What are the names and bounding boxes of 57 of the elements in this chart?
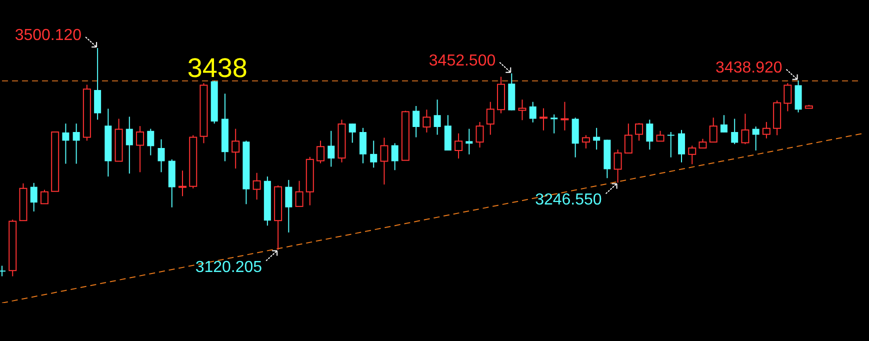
candlestick [678,129,686,163]
candlestick [688,145,696,165]
candlestick [560,101,569,131]
candlestick [539,108,548,131]
annotation: 3438 [187,52,248,83]
candlestick [720,114,728,133]
candlestick [391,142,398,171]
candlestick [582,134,590,149]
candlestick [62,123,70,164]
candlestick [784,82,792,112]
candlestick [486,101,494,136]
candlestick [359,127,366,164]
annotation: 3452.500 [428,52,496,70]
candlestick [252,172,261,200]
candlestick [466,128,473,155]
text: 3500.120 [14,27,82,44]
candlestick [412,105,420,138]
candlestick [752,126,760,151]
candlestick [529,101,536,123]
candlestick [454,132,463,159]
candlestick [731,118,738,145]
candlestick [72,123,80,164]
candlestick [550,114,558,134]
candlestick [762,121,770,139]
candlestick [667,132,674,158]
candlestick [30,182,38,212]
candlestick [136,126,144,173]
candlestick [635,122,644,142]
candlestick [232,128,240,170]
annotation: 3120.205 [195,258,262,276]
candlestick [518,99,526,121]
candlestick [698,138,707,148]
candlestick [614,149,622,184]
candlestick [624,123,632,154]
candlestick [476,121,484,148]
candlestick [40,189,48,204]
candlestick [285,179,292,233]
candlestick [316,140,325,164]
candlestick [295,180,304,207]
candlestick [147,128,154,156]
candlestick [434,99,441,136]
candlestick [656,130,664,142]
candlestick [178,170,186,197]
candlestick [593,127,600,150]
candlestick [646,119,654,150]
annotation: 3438.920 [716,59,782,76]
candlestick [348,123,356,144]
candlestick [328,130,335,168]
candlestick [126,116,133,174]
candlestick [380,137,388,186]
candlestick [370,140,378,168]
candlestick [741,113,750,145]
annotation: 3246.550 [535,192,602,209]
candlestick [422,109,431,133]
candlestick [94,48,102,120]
candlestick [709,117,718,143]
candlestick [158,138,165,173]
